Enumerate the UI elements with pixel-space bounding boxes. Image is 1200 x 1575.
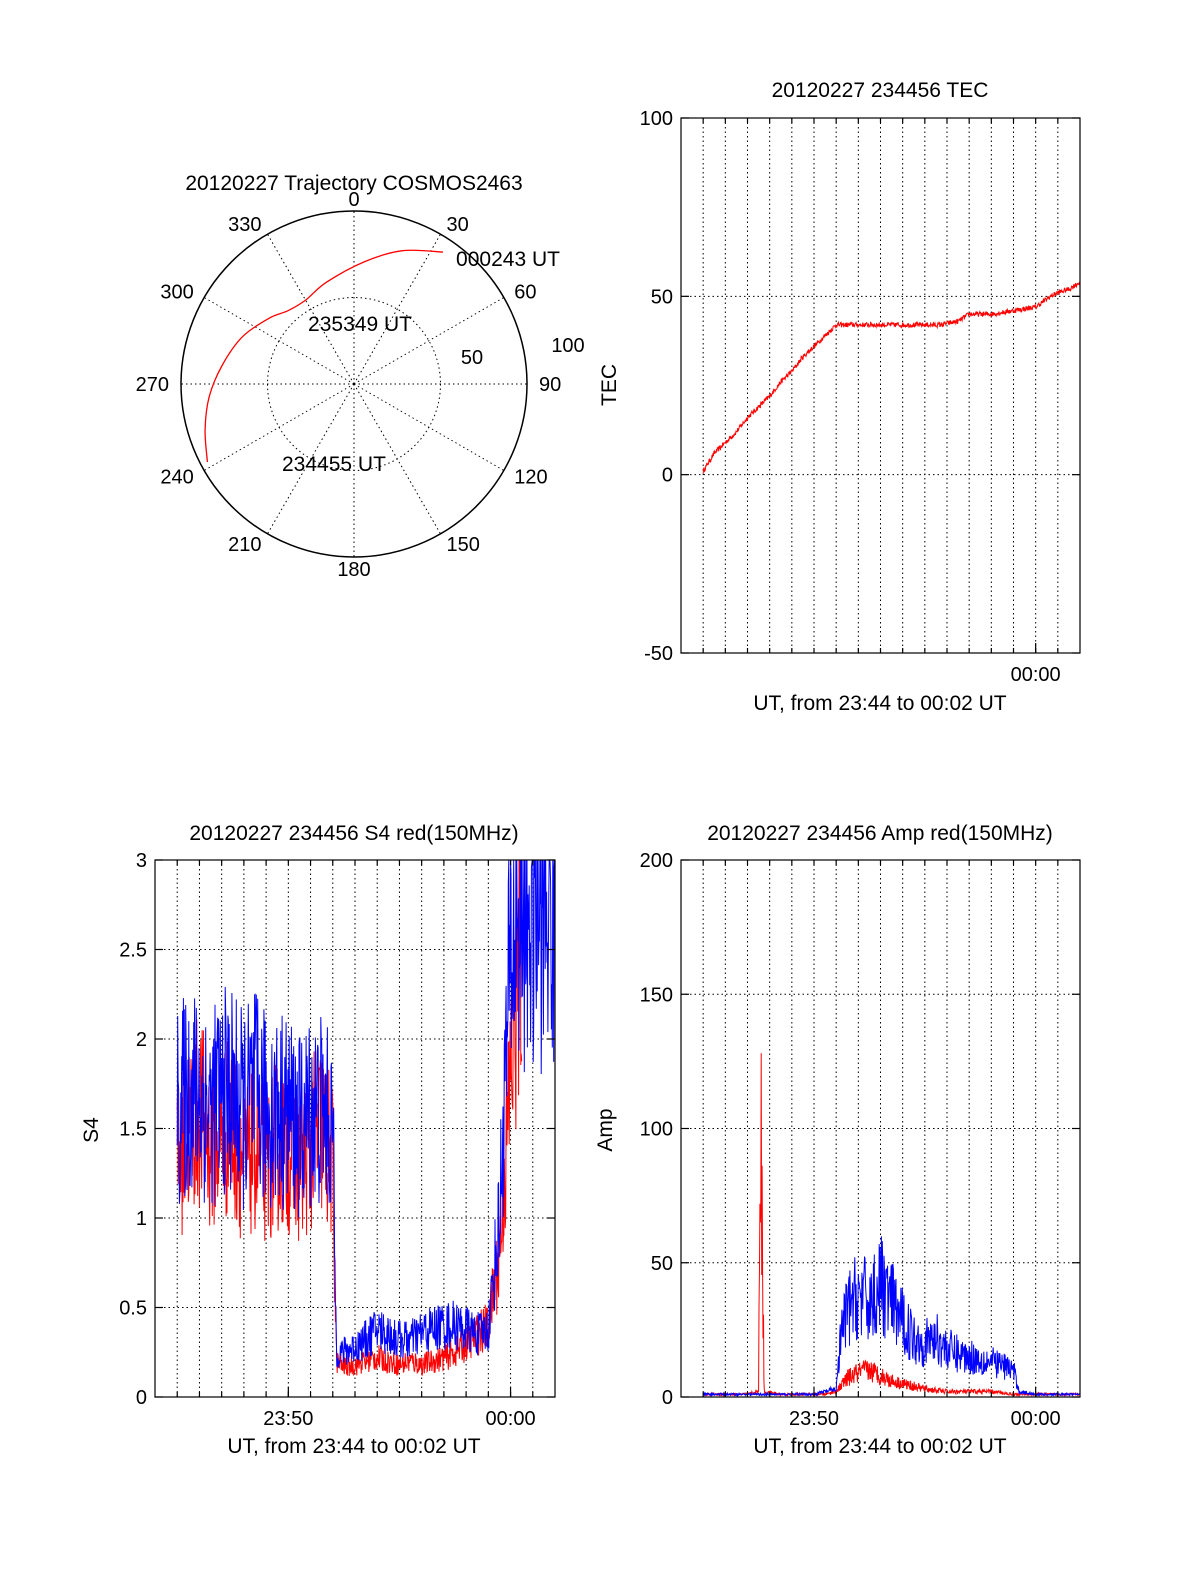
tec-axis-ticks: -50 0 50 100 00:00 xyxy=(640,108,1080,686)
amp-series xyxy=(702,1053,1081,1398)
s4-axis-ticks: 0 0.5 1 1.5 2 2.5 3 23:50 00:00 xyxy=(119,850,555,1430)
amp-series-blue xyxy=(703,1236,1081,1398)
tec-series-red xyxy=(702,280,1081,474)
trajectory-track xyxy=(204,249,444,463)
polar-azimuth-label-270: 270 xyxy=(136,374,169,396)
s4-grid xyxy=(155,860,555,1397)
amp-panel: 20120227 234456 Amp red(150MHz) 0 50 100 15… xyxy=(594,822,1081,1458)
trajectory-middle-label: 235349 UT xyxy=(308,313,412,336)
polar-spoke-330 xyxy=(267,233,355,385)
polar-radius-label-100: 100 xyxy=(551,335,584,357)
tec-y-tick-label: 50 xyxy=(651,286,673,308)
amp-x-axis-label: UT, from 23:44 to 00:02 UT xyxy=(753,1435,1006,1458)
amp-y-tick-label: 150 xyxy=(640,984,673,1006)
amp-y-axis-label: Amp xyxy=(594,1108,617,1151)
tec-y-tick-label: 0 xyxy=(662,465,673,487)
polar-azimuth-label-150: 150 xyxy=(447,534,480,556)
polar-azimuth-label-330: 330 xyxy=(228,214,261,236)
polar-spoke-210 xyxy=(267,383,355,535)
amp-title: 20120227 234456 Amp red(150MHz) xyxy=(707,822,1053,845)
s4-series-blue xyxy=(176,859,556,1369)
s4-y-tick-label: 3 xyxy=(136,850,147,872)
tec-series xyxy=(702,280,1081,474)
amp-axis-ticks: 0 50 100 150 200 23:50 00:00 xyxy=(640,850,1080,1430)
amp-y-tick-label: 0 xyxy=(662,1387,673,1409)
polar-azimuth-label-90: 90 xyxy=(539,374,561,396)
amp-x-tick-label: 23:50 xyxy=(789,1408,839,1430)
polar-spoke-120 xyxy=(353,383,505,471)
polar-spoke-240 xyxy=(203,383,355,471)
polar-spoke-300 xyxy=(203,297,355,385)
polar-spoke-30 xyxy=(353,233,441,385)
tec-y-tick-label: -50 xyxy=(644,643,673,665)
s4-x-axis-label: UT, from 23:44 to 00:02 UT xyxy=(227,1435,480,1458)
s4-series xyxy=(176,859,556,1377)
tec-title: 20120227 234456 TEC xyxy=(772,79,989,102)
polar-spoke-60 xyxy=(353,297,505,385)
amp-y-tick-label: 100 xyxy=(640,1119,673,1141)
polar-grid xyxy=(180,210,528,558)
s4-y-tick-label: 0.5 xyxy=(119,1298,147,1320)
polar-outer-circle xyxy=(180,210,528,558)
amp-x-tick-label: 00:00 xyxy=(1011,1408,1061,1430)
s4-y-tick-label: 0 xyxy=(136,1387,147,1409)
tec-x-axis-label: UT, from 23:44 to 00:02 UT xyxy=(753,692,1006,715)
s4-y-tick-label: 1 xyxy=(136,1208,147,1230)
amp-series-red xyxy=(702,1053,1081,1398)
polar-azimuth-labels: 0 30 60 90 120 150 180 210 240 270 300 330 xyxy=(136,189,562,581)
polar-azimuth-label-180: 180 xyxy=(337,559,370,581)
polar-azimuth-label-240: 240 xyxy=(160,467,193,489)
trajectory-title: 20120227 Trajectory COSMOS2463 xyxy=(185,172,522,195)
s4-y-tick-label: 1.5 xyxy=(119,1119,147,1141)
tec-y-tick-label: 100 xyxy=(640,108,673,130)
polar-azimuth-label-210: 210 xyxy=(228,534,261,556)
s4-x-tick-label: 00:00 xyxy=(486,1408,536,1430)
trajectory-polar-plot: 20120227 Trajectory COSMOS2463 0 30 60 90 12… xyxy=(136,172,585,581)
polar-spoke-150 xyxy=(353,383,441,535)
polar-azimuth-label-30: 30 xyxy=(447,214,469,236)
amp-grid xyxy=(681,860,1080,1397)
polar-radius-label-50: 50 xyxy=(461,347,483,369)
amp-y-tick-label: 50 xyxy=(651,1253,673,1275)
tec-panel: 20120227 234456 TEC -50 0 50 100 00:00 UT, f… xyxy=(598,79,1081,715)
s4-x-tick-label: 23:50 xyxy=(263,1408,313,1430)
s4-y-axis-label: S4 xyxy=(80,1117,103,1143)
polar-azimuth-label-300: 300 xyxy=(160,282,193,304)
s4-y-tick-label: 2.5 xyxy=(119,940,147,962)
polar-azimuth-label-120: 120 xyxy=(514,467,547,489)
polar-azimuth-label-0: 0 xyxy=(348,189,359,211)
trajectory-end-label: 000243 UT xyxy=(456,248,560,271)
polar-azimuth-label-60: 60 xyxy=(514,282,536,304)
tec-y-axis-label: TEC xyxy=(598,364,621,406)
s4-title: 20120227 234456 S4 red(150MHz) xyxy=(189,822,518,845)
tec-grid xyxy=(681,118,1080,653)
s4-panel: 20120227 234456 S4 red(150MHz) 0 0.5 1 1.5 2… xyxy=(80,822,556,1458)
trajectory-start-label: 234455 UT xyxy=(282,453,386,476)
s4-y-tick-label: 2 xyxy=(136,1029,147,1051)
amp-y-tick-label: 200 xyxy=(640,850,673,872)
tec-x-tick-label: 00:00 xyxy=(1011,664,1061,686)
